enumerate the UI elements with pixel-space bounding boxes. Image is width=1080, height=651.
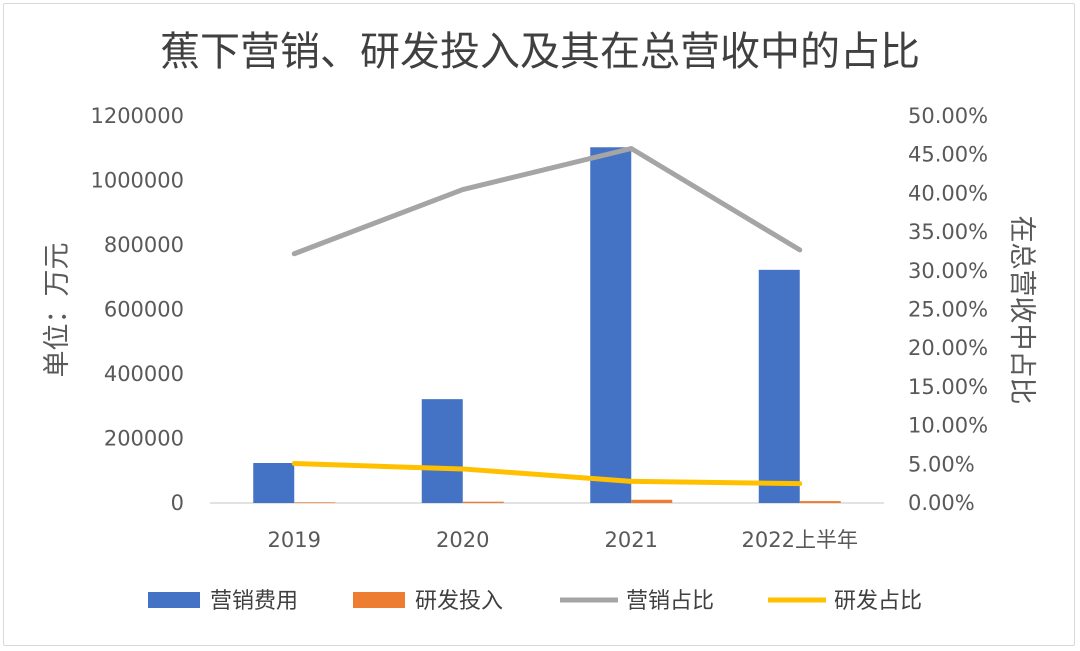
bar-营销费用 [253, 463, 295, 503]
bar-研发投入 [799, 501, 841, 503]
y2-axis-title: 在总营收中占比 [1006, 216, 1037, 405]
y2-tick-label: 10.00% [908, 414, 988, 438]
y-tick-label: 400000 [104, 362, 184, 386]
x-tick-label: 2022上半年 [742, 528, 858, 552]
y-axis-ticks: 0 200000 400000 600000 800000 1000000 1200000 [90, 104, 184, 515]
series-lines [291, 146, 803, 487]
x-tick-label: 2020 [436, 528, 489, 552]
bar-营销费用 [421, 399, 463, 503]
bar-营销费用 [758, 269, 800, 503]
x-axis-ticks: 2019 2020 2021 2022上半年 [268, 528, 858, 552]
line-研发占比 [291, 461, 803, 487]
y2-tick-label: 5.00% [908, 452, 975, 476]
legend-label: 营销费用 [210, 589, 298, 614]
x-tick-label: 2021 [605, 528, 658, 552]
y-tick-label: 1000000 [90, 169, 184, 193]
y-tick-label: 1200000 [90, 104, 184, 128]
chart-title: 蕉下营销、研发投入及其在总营收中的占比 [160, 29, 920, 75]
legend-label: 营销占比 [626, 589, 714, 614]
y2-tick-label: 15.00% [908, 375, 988, 399]
legend-label: 研发占比 [834, 589, 922, 614]
y2-tick-label: 30.00% [908, 259, 988, 283]
y2-tick-label: 45.00% [908, 143, 988, 167]
bars [253, 147, 841, 503]
y2-tick-label: 50.00% [908, 104, 988, 128]
chart-frame [3, 3, 1075, 646]
y-axis-title: 单位：万元 [42, 243, 73, 378]
legend-swatch-研发投入 [353, 592, 405, 608]
bar-研发投入 [462, 501, 504, 503]
y2-tick-label: 25.00% [908, 298, 988, 322]
y2-tick-label: 20.00% [908, 336, 988, 360]
bar-研发投入 [631, 499, 673, 503]
y2-axis-ticks: 0.00% 5.00% 10.00% 15.00% 20.00% 25.00% 30.00%… [908, 104, 988, 515]
y2-tick-label: 0.00% [908, 491, 975, 515]
y-tick-label: 0 [171, 491, 184, 515]
legend-label: 研发投入 [415, 589, 503, 614]
y-tick-label: 200000 [104, 427, 184, 451]
line-营销占比 [291, 146, 803, 257]
y-tick-label: 800000 [104, 233, 184, 257]
y2-tick-label: 35.00% [908, 220, 988, 244]
legend-swatch-营销费用 [148, 592, 200, 608]
y2-tick-label: 40.00% [908, 181, 988, 205]
bar-研发投入 [294, 502, 336, 503]
y-tick-label: 600000 [104, 298, 184, 322]
x-tick-label: 2019 [268, 528, 321, 552]
legend: 营销费用 研发投入 营销占比 研发占比 [148, 589, 922, 614]
bar-营销费用 [590, 147, 632, 503]
